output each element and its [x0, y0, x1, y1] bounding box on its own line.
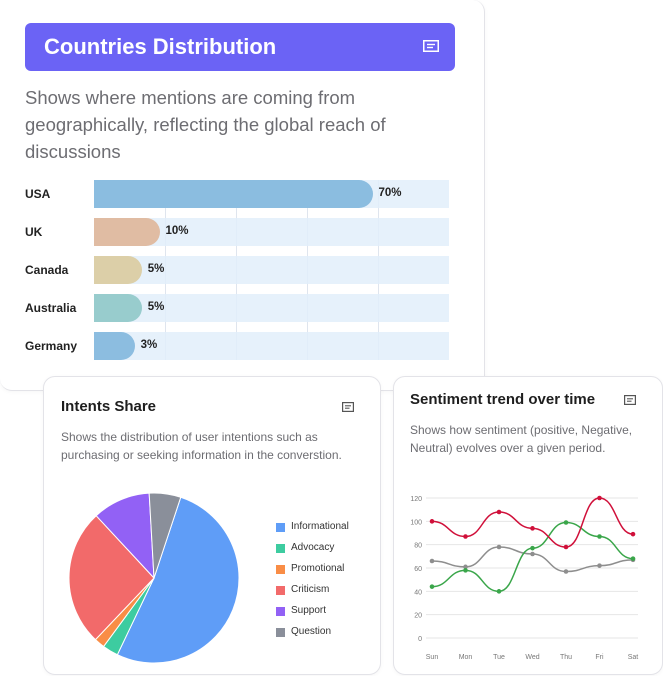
data-point[interactable] — [597, 534, 602, 539]
intents-title: Intents Share — [61, 398, 157, 415]
x-tick-label: Tue — [493, 654, 505, 661]
bar-row: Canada 5% — [25, 256, 449, 284]
countries-description: Shows where mentions are coming from geo… — [25, 87, 386, 162]
bar-category-label: Canada — [25, 263, 69, 277]
x-tick-label: Sat — [628, 654, 639, 661]
bar-value-label: 10% — [165, 225, 189, 237]
data-point[interactable] — [530, 545, 535, 551]
bar-row: UK 10% — [25, 218, 449, 246]
bar-track: 10% — [94, 218, 449, 246]
bar-value-label: 70% — [378, 187, 402, 199]
sentiment-description: Shows how sentiment (positive, Negative,… — [410, 423, 633, 455]
data-point[interactable] — [563, 520, 569, 525]
y-tick-label: 100 — [410, 519, 422, 526]
sentiment-title: Sentiment trend over time — [410, 391, 596, 408]
data-point[interactable] — [496, 544, 502, 550]
note-icon[interactable] — [342, 402, 354, 412]
data-point[interactable] — [630, 531, 636, 537]
bar-category-label: USA — [25, 187, 51, 201]
bar-track: 5% — [94, 256, 449, 284]
bar-category-label: Germany — [25, 339, 78, 353]
sentiment-line-chart: 0 20 40 60 80 100 120 Sun Mon Tue Wed Thu Fri Sat — [410, 495, 639, 661]
data-point[interactable] — [630, 556, 636, 561]
pie-slice[interactable] — [148, 493, 182, 579]
data-point[interactable] — [429, 584, 435, 589]
x-tick-label: Sun — [426, 654, 439, 661]
bar-row: USA 70% — [25, 180, 449, 208]
bar[interactable] — [94, 218, 160, 246]
bar-value-label: 5% — [147, 263, 165, 275]
intents-share-card: Intents Share Shows the distribution of … — [43, 376, 381, 675]
bar-row: Australia 5% — [25, 294, 449, 322]
bar-value-label: 5% — [147, 301, 165, 313]
data-point[interactable] — [463, 564, 468, 570]
legend-label: Question — [291, 626, 332, 637]
legend-swatch — [276, 586, 285, 595]
data-point[interactable] — [530, 551, 535, 557]
intents-description: Shows the distribution of user intention… — [61, 430, 342, 462]
pie-slice[interactable] — [68, 514, 155, 641]
data-point[interactable] — [429, 519, 435, 524]
data-point[interactable] — [530, 526, 535, 531]
countries-title: Countries Distribution — [44, 34, 277, 59]
y-tick-label: 40 — [414, 589, 422, 596]
series-line[interactable] — [431, 521, 634, 593]
legend-label: Advocacy — [291, 542, 335, 553]
bar-track: 3% — [94, 332, 449, 360]
legend-swatch — [276, 565, 285, 574]
bar-category-label: UK — [25, 225, 43, 239]
bar[interactable] — [94, 332, 135, 360]
bar-value-label: 3% — [140, 339, 158, 351]
bar-category-label: Australia — [25, 301, 77, 315]
note-icon[interactable] — [423, 40, 439, 52]
bar[interactable] — [94, 180, 373, 208]
y-tick-label: 60 — [414, 566, 422, 573]
data-point[interactable] — [563, 569, 569, 574]
x-tick-label: Thu — [560, 654, 572, 661]
bar-row: Germany 3% — [25, 332, 449, 360]
legend-swatch — [276, 544, 285, 553]
y-tick-label: 20 — [414, 613, 422, 620]
data-point[interactable] — [463, 568, 468, 573]
bar-track: 70% — [94, 180, 449, 208]
legend-label: Promotional — [291, 563, 345, 574]
legend-label: Informational — [291, 521, 349, 532]
data-point[interactable] — [563, 544, 569, 550]
note-icon[interactable] — [624, 395, 636, 405]
x-tick-label: Fri — [595, 654, 604, 661]
y-tick-label: 0 — [418, 636, 422, 643]
data-point[interactable] — [496, 589, 502, 594]
data-point[interactable] — [463, 534, 468, 539]
bar-track: 5% — [94, 294, 449, 322]
countries-distribution-card: Countries Distribution Shows where menti… — [0, 0, 485, 391]
countries-title-bar: Countries Distribution — [25, 23, 455, 71]
pie-slice[interactable] — [116, 496, 240, 664]
legend-swatch — [276, 628, 285, 637]
bar[interactable] — [94, 294, 142, 322]
y-tick-label: 120 — [410, 496, 422, 503]
bar[interactable] — [94, 256, 142, 284]
intents-pie-chart — [68, 493, 240, 664]
y-tick-label: 80 — [414, 543, 422, 550]
series-line[interactable] — [431, 497, 634, 548]
x-tick-label: Mon — [459, 654, 473, 661]
data-point[interactable] — [496, 509, 502, 515]
legend-swatch — [276, 523, 285, 532]
sentiment-trend-card: Sentiment trend over time Shows how sent… — [393, 376, 663, 675]
x-tick-label: Wed — [525, 654, 539, 661]
data-point[interactable] — [429, 558, 435, 564]
data-point[interactable] — [597, 495, 602, 501]
legend-label: Criticism — [291, 584, 330, 595]
legend-label: Support — [291, 605, 327, 616]
legend-swatch — [276, 607, 285, 616]
data-point[interactable] — [597, 563, 602, 568]
